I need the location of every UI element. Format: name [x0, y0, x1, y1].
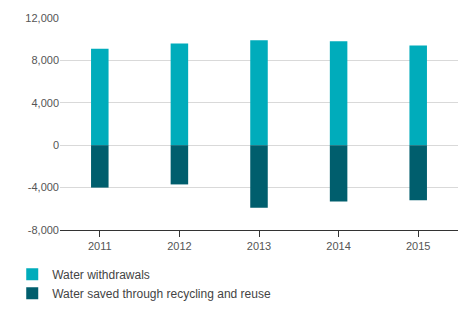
svg-text:0: 0 [53, 139, 59, 151]
svg-text:4,000: 4,000 [31, 97, 59, 109]
svg-text:2012: 2012 [167, 240, 191, 252]
svg-text:2014: 2014 [326, 240, 350, 252]
svg-text:12,000: 12,000 [25, 12, 59, 24]
svg-text:Water withdrawals: Water withdrawals [52, 268, 150, 282]
svg-text:2013: 2013 [247, 240, 271, 252]
svg-text:2015: 2015 [406, 240, 430, 252]
svg-text:-8,000: -8,000 [28, 224, 59, 236]
svg-text:Water saved through recycling: Water saved through recycling and reuse [52, 287, 271, 301]
svg-text:-4,000: -4,000 [28, 181, 59, 193]
svg-text:2011: 2011 [88, 240, 112, 252]
svg-text:8,000: 8,000 [31, 54, 59, 66]
